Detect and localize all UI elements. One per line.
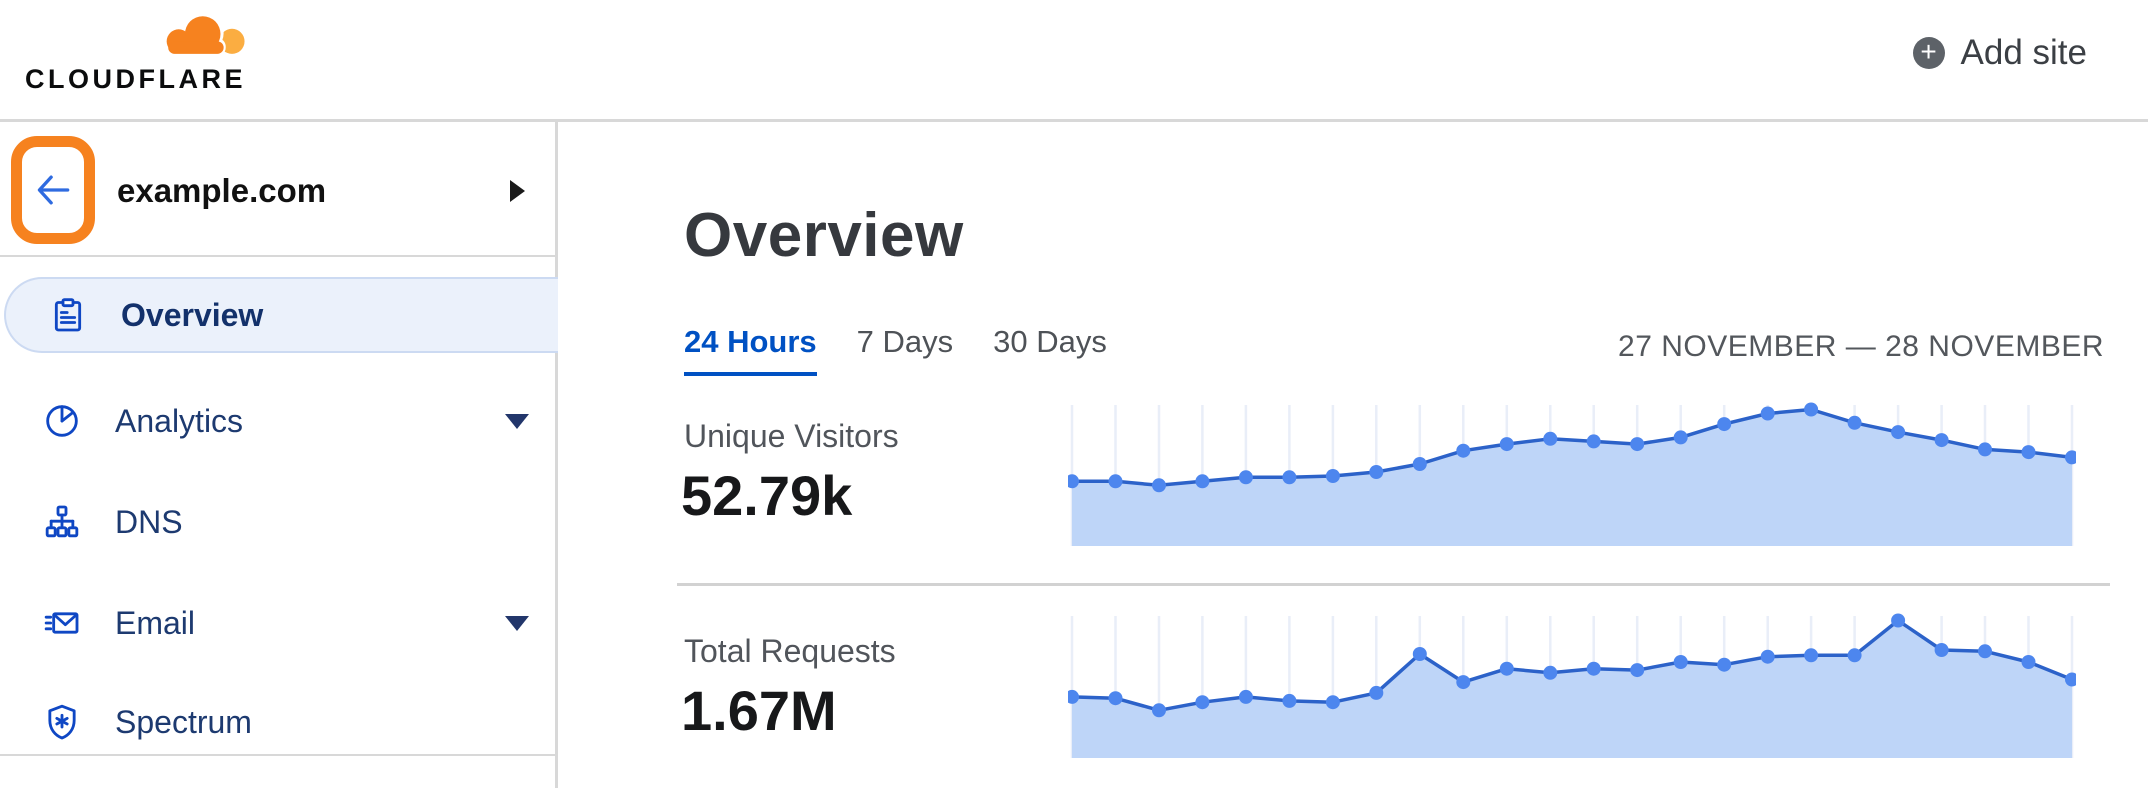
- chevron-right-icon[interactable]: [510, 180, 525, 202]
- clipboard-icon: [48, 295, 88, 335]
- arrow-left-icon: [37, 175, 70, 205]
- sidebar-item-email[interactable]: Email: [0, 585, 558, 661]
- top-bar: CLOUDFLARE + Add site: [0, 0, 2148, 122]
- back-button[interactable]: [31, 168, 75, 212]
- sidebar-item-label: Analytics: [115, 402, 244, 439]
- row-divider: [677, 583, 2110, 586]
- sidebar-item-label: Overview: [121, 296, 264, 333]
- sidebar: example.com Overview: [0, 122, 558, 788]
- add-site-button[interactable]: + Add site: [1907, 32, 2093, 74]
- cloudflare-cloud-icon: [163, 12, 245, 56]
- email-icon: [42, 603, 82, 643]
- chevron-down-icon[interactable]: [505, 413, 529, 429]
- page-title: Overview: [684, 201, 964, 270]
- chart-svg: [1065, 402, 2079, 546]
- back-button-highlight: [11, 136, 95, 244]
- tab-24-hours[interactable]: 24 Hours: [684, 324, 817, 376]
- logo-wordmark: CLOUDFLARE: [25, 64, 246, 94]
- site-name: example.com: [117, 172, 327, 209]
- tab-7-days[interactable]: 7 Days: [856, 324, 954, 359]
- chevron-down-icon[interactable]: [505, 615, 529, 631]
- sidebar-divider: [0, 255, 558, 257]
- shield-icon: [42, 702, 82, 742]
- sidebar-item-overview[interactable]: Overview: [4, 277, 558, 353]
- site-switcher: example.com: [0, 122, 558, 255]
- date-range-label: 27 NOVEMBER — 28 NOVEMBER: [1618, 330, 2104, 363]
- unique-visitors-chart[interactable]: [1065, 402, 2079, 546]
- stat-label: Unique Visitors: [684, 418, 899, 454]
- network-icon: [42, 502, 82, 542]
- sidebar-item-analytics[interactable]: Analytics: [0, 383, 558, 459]
- stat-value: 1.67M: [681, 679, 837, 742]
- tab-30-days[interactable]: 30 Days: [993, 324, 1107, 359]
- cloudflare-logo[interactable]: CLOUDFLARE: [25, 4, 265, 116]
- sidebar-divider: [0, 754, 558, 756]
- time-range-tabs: 24 Hours 7 Days 30 Days: [684, 324, 1107, 376]
- stat-label: Total Requests: [684, 633, 896, 669]
- plus-icon: +: [1912, 37, 1945, 69]
- sidebar-item-label: DNS: [115, 503, 183, 540]
- sidebar-item-spectrum[interactable]: Spectrum: [0, 684, 558, 760]
- sidebar-item-label: Spectrum: [115, 703, 252, 740]
- total-requests-chart[interactable]: [1065, 613, 2079, 758]
- add-site-label: Add site: [1960, 33, 2087, 72]
- sidebar-item-dns[interactable]: DNS: [0, 484, 558, 560]
- chart-svg: [1065, 613, 2079, 758]
- pie-chart-icon: [42, 401, 82, 441]
- stat-value: 52.79k: [681, 464, 853, 527]
- sidebar-item-label: Email: [115, 604, 196, 641]
